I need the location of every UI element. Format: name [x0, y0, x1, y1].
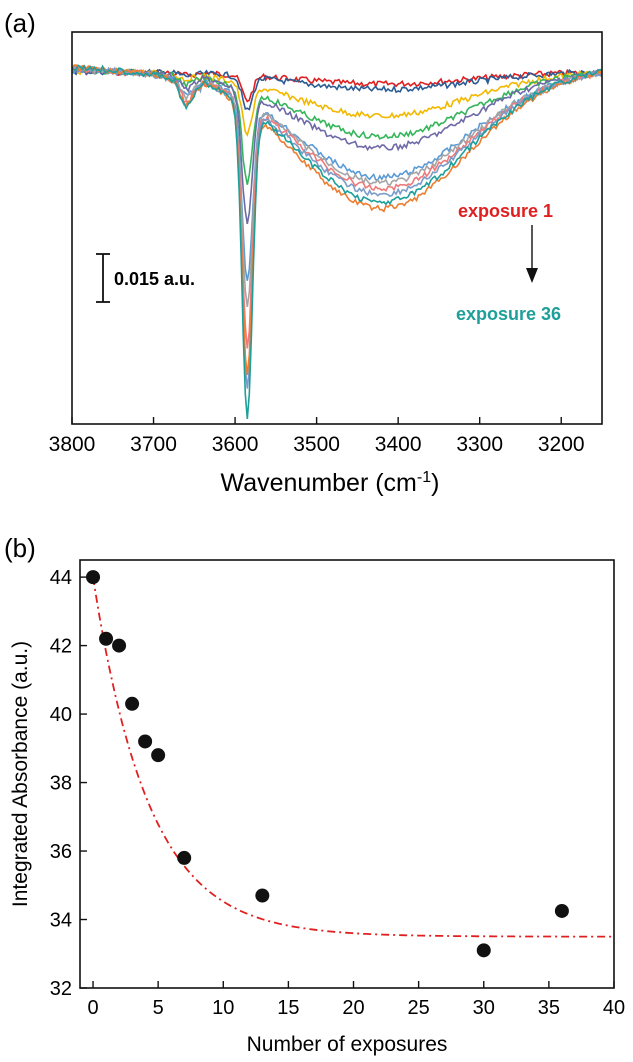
data-point — [86, 570, 101, 585]
x-tick-label: 5 — [153, 997, 164, 1019]
x-tick-label: 30 — [473, 997, 495, 1019]
y-tick-label: 42 — [50, 636, 72, 658]
panel-b-frame — [79, 559, 615, 989]
data-point — [99, 631, 114, 646]
annotation-exposure-36: exposure 36 — [456, 304, 561, 324]
y-tick-label: 36 — [50, 841, 72, 863]
spectrum-line — [71, 66, 603, 185]
x-tick-label: 3400 — [375, 433, 422, 456]
y-tick-label: 40 — [50, 704, 72, 726]
x-tick-label: 35 — [538, 997, 560, 1019]
panel-a-label: (a) — [4, 8, 36, 38]
scale-bar-label: 0.015 a.u. — [114, 269, 195, 289]
panel-b-x-axis-label: Number of exposures — [247, 1033, 448, 1056]
y-tick-label: 32 — [50, 978, 72, 1000]
scale-bar: 0.015 a.u. — [96, 253, 195, 303]
panel-a-x-ticks: 3800 3700 3600 3500 3400 3300 3200 — [49, 417, 585, 456]
data-point — [112, 638, 127, 653]
panel-b-points — [86, 570, 569, 958]
fit-curve — [92, 576, 614, 938]
panel-b-label: (b) — [4, 533, 36, 563]
x-tick-label: 20 — [342, 997, 364, 1019]
spectrum-line — [71, 66, 603, 225]
y-tick-label: 34 — [50, 910, 72, 932]
spectrum-line — [71, 65, 603, 389]
panel-b: (b) 0 5 10 15 20 25 30 35 40 32 34 36 38 40 42 44 Numb… — [4, 533, 625, 1056]
x-tick-label: 3700 — [130, 433, 177, 456]
data-point — [138, 734, 153, 749]
spectrum-line — [71, 68, 603, 111]
spectrum-line — [71, 65, 603, 308]
panel-a-frame — [71, 31, 603, 425]
data-point — [151, 748, 166, 763]
x-tick-label: 3300 — [456, 433, 503, 456]
x-tick-label: 0 — [87, 997, 98, 1019]
panel-b-x-ticks: 0 5 10 15 20 25 30 35 40 — [87, 981, 625, 1019]
x-tick-label: 3800 — [49, 433, 96, 456]
data-point — [554, 903, 569, 918]
data-point — [476, 943, 491, 958]
annotation-exposure-1: exposure 1 — [458, 201, 553, 221]
panel-b-y-axis-label: Integrated Absorbance (a.u.) — [9, 641, 32, 907]
data-point — [255, 888, 270, 903]
trend-arrow-head — [526, 268, 538, 283]
data-point — [177, 850, 192, 865]
fit-line — [92, 576, 614, 938]
data-point — [125, 696, 140, 711]
spectrum-line — [71, 64, 603, 419]
y-tick-label: 38 — [50, 773, 72, 795]
x-tick-label: 3200 — [538, 433, 585, 456]
x-tick-label: 3600 — [212, 433, 259, 456]
x-tick-label: 40 — [603, 997, 625, 1019]
panel-b-y-ticks: 32 34 36 38 40 42 44 — [50, 567, 87, 1000]
x-tick-label: 25 — [408, 997, 430, 1019]
x-tick-label: 3500 — [293, 433, 340, 456]
x-tick-label: 10 — [212, 997, 234, 1019]
panel-a-series — [71, 64, 603, 419]
panel-a: (a) 3800 3700 3600 3500 3400 3300 3200 Wavenum… — [4, 8, 603, 497]
x-tick-label: 15 — [277, 997, 299, 1019]
panel-a-x-axis-label: Wavenumber (cm-1) — [221, 469, 440, 497]
y-tick-label: 44 — [50, 567, 72, 589]
